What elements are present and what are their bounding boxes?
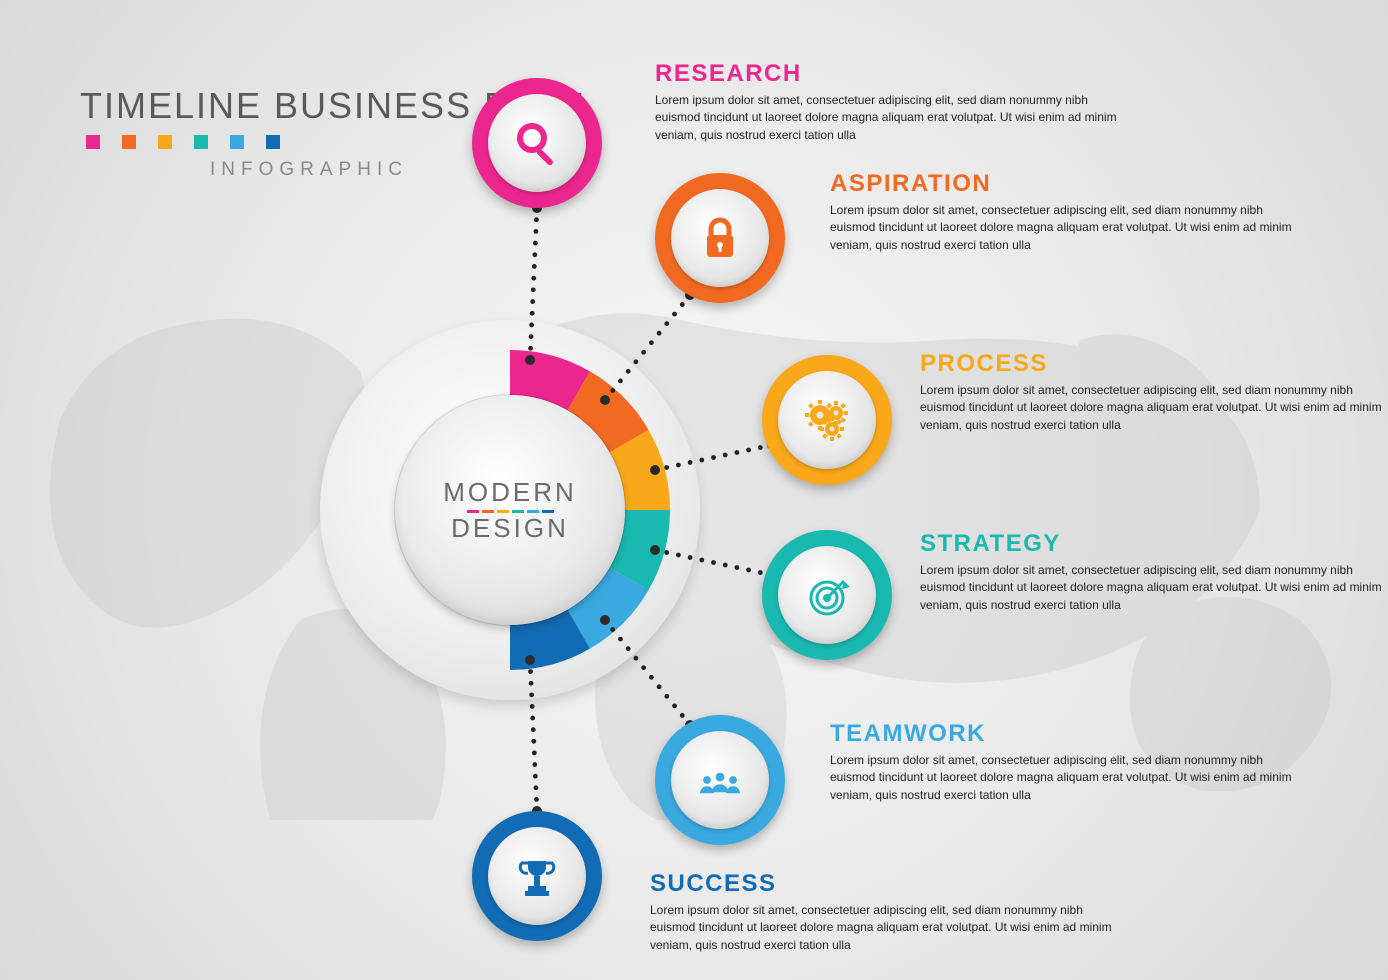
node-research	[472, 78, 602, 208]
item-body: Lorem ipsum dolor sit amet, consectetuer…	[830, 202, 1310, 254]
target-icon	[778, 546, 876, 644]
infographic-stage: TIMELINE BUSINESS PLAN INFOGRAPHIC MODER…	[0, 0, 1388, 980]
hub-text-line2: DESIGN	[451, 513, 569, 544]
search-icon	[488, 94, 586, 192]
item-title: STRATEGY	[920, 530, 1388, 558]
item-text-teamwork: TEAMWORK Lorem ipsum dolor sit amet, cons…	[830, 720, 1310, 804]
item-title: TEAMWORK	[830, 720, 1310, 748]
title-swatch	[266, 135, 280, 149]
item-body: Lorem ipsum dolor sit amet, consectetuer…	[920, 382, 1388, 434]
item-body: Lorem ipsum dolor sit amet, consectetuer…	[655, 92, 1135, 144]
item-body: Lorem ipsum dolor sit amet, consectetuer…	[920, 562, 1388, 614]
hub-center: MODERN DESIGN	[395, 395, 625, 625]
hub: MODERN DESIGN	[350, 350, 670, 670]
title-swatch	[158, 135, 172, 149]
node-strategy	[762, 530, 892, 660]
node-success	[472, 811, 602, 941]
item-title: PROCESS	[920, 350, 1388, 378]
item-title: SUCCESS	[650, 870, 1130, 898]
title-swatch	[230, 135, 244, 149]
item-title: ASPIRATION	[830, 170, 1310, 198]
hub-text-line1: MODERN	[443, 477, 577, 508]
item-text-success: SUCCESS Lorem ipsum dolor sit amet, conse…	[650, 870, 1130, 954]
item-body: Lorem ipsum dolor sit amet, consectetuer…	[830, 752, 1310, 804]
gears-icon	[778, 371, 876, 469]
item-body: Lorem ipsum dolor sit amet, consectetuer…	[650, 902, 1130, 954]
item-text-strategy: STRATEGY Lorem ipsum dolor sit amet, cons…	[920, 530, 1388, 614]
team-icon	[671, 731, 769, 829]
title-swatch	[122, 135, 136, 149]
trophy-icon	[488, 827, 586, 925]
item-text-process: PROCESS Lorem ipsum dolor sit amet, conse…	[920, 350, 1388, 434]
item-title: RESEARCH	[655, 60, 1135, 88]
item-text-research: RESEARCH Lorem ipsum dolor sit amet, cons…	[655, 60, 1135, 144]
node-teamwork	[655, 715, 785, 845]
lock-icon	[671, 189, 769, 287]
title-swatch	[194, 135, 208, 149]
node-process	[762, 355, 892, 485]
item-text-aspiration: ASPIRATION Lorem ipsum dolor sit amet, co…	[830, 170, 1310, 254]
node-aspiration	[655, 173, 785, 303]
title-swatch	[86, 135, 100, 149]
